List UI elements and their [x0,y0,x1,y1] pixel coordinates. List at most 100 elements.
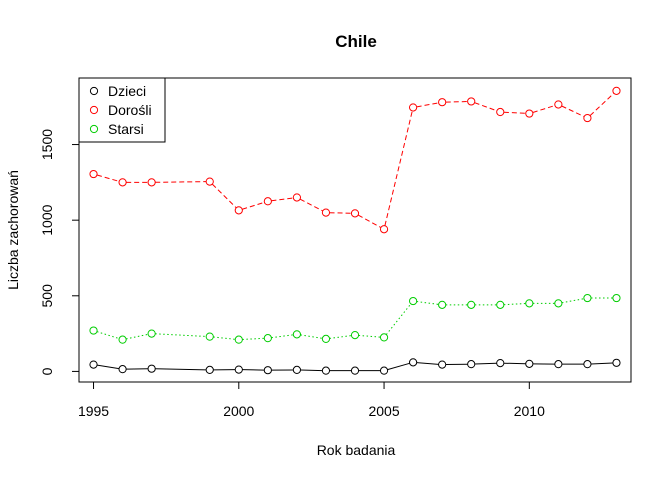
series-line-segment [357,214,382,228]
series-line-segment [155,333,207,337]
data-point [321,366,331,375]
data-point [292,193,301,202]
data-point [438,360,447,369]
series-line-segment [271,334,294,339]
data-point [263,366,272,375]
data-point [147,178,156,187]
series-line-segment [445,101,468,103]
data-point [496,300,505,309]
data-point [438,98,447,107]
legend-label: Dorośli [108,102,152,118]
data-point [321,208,331,217]
data-point [89,360,98,369]
series-line-segment [155,368,207,371]
data-point [612,293,621,303]
chart-title: Chile [335,32,377,51]
series-line-segment [211,183,237,209]
y-tick-label: 0 [39,367,55,375]
series-line-segment [329,212,352,214]
data-point [583,113,592,123]
series-line-segment [474,102,498,112]
data-point [292,330,301,339]
series-line-segment [416,102,439,108]
series-line-segment [561,105,585,118]
x-tick-label: 2010 [514,403,545,419]
data-point [467,300,476,309]
series-line-segment [387,362,410,371]
data-point [89,326,98,335]
series-line-segment [384,110,413,226]
series-layer [89,86,621,375]
series-line-segment [97,364,120,370]
series-line-segment [242,337,265,340]
series-line-segment [416,362,439,365]
series-line-segment [299,198,323,212]
series-group [89,293,621,344]
series-line-segment [503,111,526,114]
data-point [89,169,98,179]
data-point [118,335,127,344]
data-point [409,296,418,306]
data-point [292,365,301,375]
data-point [496,358,505,368]
series-line-segment [474,362,497,365]
series-line-segment [96,331,120,340]
series-line-segment [126,333,149,340]
series-line-segment [590,362,613,365]
data-point [554,100,563,109]
x-axis: 1995 2000 2005 2010 [78,382,545,419]
legend: Dzieci Dorośli Starsi [78,77,166,143]
series-line-segment [242,201,265,210]
series-group [89,358,621,375]
data-point [379,333,389,342]
data-point [409,103,418,112]
y-axis-title: Liczba zachorowań [5,170,21,290]
data-point [554,360,563,369]
data-point [205,177,214,186]
data-point [350,366,360,375]
data-point [612,358,621,367]
data-point [234,365,243,374]
data-point [234,206,243,215]
data-point [321,334,331,343]
plot-frame [78,77,632,383]
series-line-segment [532,105,556,113]
data-point [467,97,476,106]
legend-marker [89,86,99,96]
legend-marker [89,105,99,115]
series-line-segment [329,335,352,339]
x-tick-label: 2000 [223,403,254,419]
legend-marker [89,124,99,134]
data-point [467,360,476,369]
y-axis: 0 500 1000 1500 [39,129,79,375]
legend-box [78,77,166,143]
legend-label: Starsi [108,121,144,137]
data-point [583,293,592,303]
data-point [379,366,389,375]
x-tick-label: 1995 [78,403,109,419]
series-line-segment [503,362,526,365]
data-point [147,329,156,338]
data-point [147,364,156,373]
data-point [263,197,272,206]
series-line-segment [300,369,323,372]
series-line-segment [358,334,381,338]
data-point [409,358,418,367]
series-line-segment [155,181,207,183]
series-line-segment [589,92,615,116]
series-line-segment [561,298,584,304]
series-group [89,86,621,234]
data-point [438,300,447,309]
data-point [612,86,621,95]
y-tick-label: 1000 [39,204,55,235]
series-line-segment [96,174,120,182]
data-point [205,365,214,375]
data-point [583,360,592,369]
series-line-segment [385,303,412,335]
y-tick-label: 500 [39,284,55,308]
data-point [525,109,534,118]
data-point [379,225,389,234]
y-tick-label: 1500 [39,129,55,160]
